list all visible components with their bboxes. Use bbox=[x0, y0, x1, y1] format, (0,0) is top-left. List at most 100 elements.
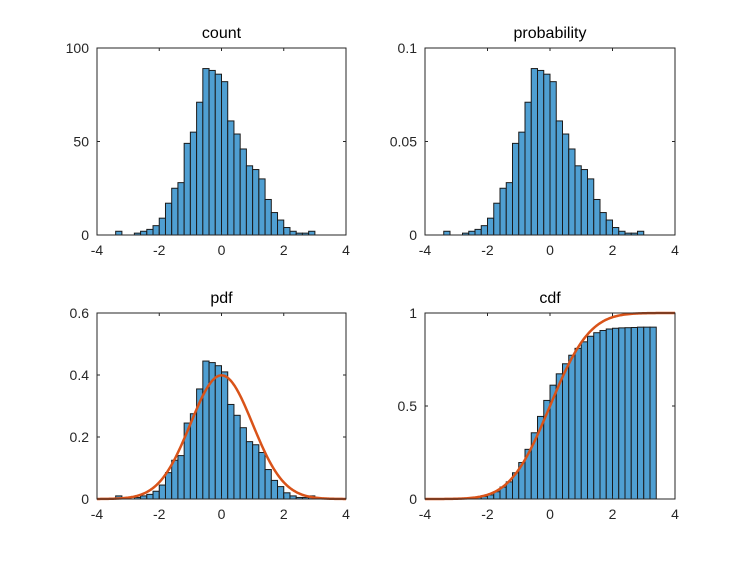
histogram-bar bbox=[159, 485, 165, 499]
y-tick-label: 0.1 bbox=[398, 40, 418, 56]
x-tick-label: 4 bbox=[671, 242, 679, 258]
histogram-bar bbox=[475, 229, 481, 235]
histogram-bar bbox=[638, 327, 644, 499]
histogram-bar bbox=[644, 327, 650, 499]
histogram-bar bbox=[203, 361, 209, 499]
histogram-bar bbox=[600, 330, 606, 499]
histogram-bar bbox=[153, 491, 159, 499]
histogram-bar bbox=[594, 199, 600, 235]
y-tick-label: 0.05 bbox=[390, 134, 417, 150]
histogram-bar bbox=[625, 328, 631, 499]
histogram-bar bbox=[519, 132, 525, 235]
histogram-bar bbox=[569, 149, 575, 235]
x-tick-label: 0 bbox=[546, 242, 554, 258]
histogram-bar bbox=[613, 328, 619, 499]
histogram-bar bbox=[172, 188, 178, 235]
histogram-bar bbox=[215, 74, 221, 235]
x-tick-label: -4 bbox=[419, 242, 432, 258]
histogram-bar bbox=[209, 70, 215, 235]
histogram-bar bbox=[240, 149, 246, 235]
histogram-bar bbox=[619, 231, 625, 235]
histogram-bar bbox=[444, 231, 450, 235]
histogram-bar bbox=[309, 231, 315, 235]
histogram-bar bbox=[234, 134, 240, 235]
histogram-bar bbox=[556, 121, 562, 235]
histogram-bar bbox=[563, 134, 569, 235]
histogram-bar bbox=[619, 328, 625, 499]
x-tick-label: -4 bbox=[91, 506, 104, 522]
histogram-bar bbox=[147, 229, 153, 235]
chart-title: cdf bbox=[539, 290, 561, 307]
histogram-bar bbox=[253, 445, 259, 499]
x-tick-label: 4 bbox=[342, 242, 350, 258]
histogram-bar bbox=[563, 364, 569, 499]
histogram-bar bbox=[165, 203, 171, 235]
y-tick-label: 50 bbox=[73, 134, 89, 150]
subplot-probability: -4 -2 0 2 4 0 0.05 0.1 probability bbox=[390, 25, 679, 258]
histogram-bar bbox=[240, 428, 246, 499]
histogram-bar bbox=[600, 213, 606, 235]
histogram-bar bbox=[215, 366, 221, 499]
histogram-bar bbox=[184, 143, 190, 235]
histogram-bar bbox=[606, 220, 612, 235]
histogram-bar bbox=[488, 218, 494, 235]
histogram-bar bbox=[575, 348, 581, 499]
histogram-bar bbox=[141, 231, 147, 235]
histogram-bar bbox=[613, 228, 619, 235]
histogram-bar bbox=[259, 453, 265, 500]
histogram-bar bbox=[556, 374, 562, 499]
chart-title: pdf bbox=[210, 290, 233, 307]
x-tick-label: -2 bbox=[481, 242, 494, 258]
histogram-bar bbox=[246, 166, 252, 235]
x-tick-label: 0 bbox=[218, 506, 226, 522]
x-tick-label: 4 bbox=[671, 506, 679, 522]
histogram-bar bbox=[234, 415, 240, 499]
histogram-bar bbox=[631, 328, 637, 499]
y-tick-label: 1 bbox=[409, 305, 417, 321]
histogram-bar bbox=[197, 102, 203, 235]
x-tick-label: 4 bbox=[342, 506, 350, 522]
histogram-bar bbox=[178, 183, 184, 235]
histogram-bar bbox=[481, 226, 487, 235]
x-tick-label: -2 bbox=[153, 242, 166, 258]
y-tick-label: 0 bbox=[409, 227, 417, 243]
x-tick-label: 2 bbox=[609, 506, 617, 522]
histogram-bar bbox=[116, 231, 122, 235]
histogram-bar bbox=[550, 82, 556, 235]
histogram-bar bbox=[246, 442, 252, 499]
histogram-bar bbox=[259, 179, 265, 235]
histogram-bar bbox=[203, 69, 209, 235]
histogram-bar bbox=[506, 183, 512, 235]
histogram-bar bbox=[581, 342, 587, 499]
histogram-bar bbox=[228, 121, 234, 235]
histogram-bar bbox=[271, 480, 277, 499]
x-tick-label: 0 bbox=[218, 242, 226, 258]
histogram-bar bbox=[290, 231, 296, 235]
histogram-bar bbox=[172, 460, 178, 499]
histogram-bar bbox=[265, 470, 271, 499]
histogram-bar bbox=[588, 336, 594, 499]
histogram-bar bbox=[278, 220, 284, 235]
histogram-bar bbox=[228, 404, 234, 499]
histogram-bar bbox=[222, 372, 228, 499]
y-tick-label: 0.6 bbox=[70, 305, 90, 321]
y-tick-label: 0.2 bbox=[70, 429, 90, 445]
histogram-bar bbox=[581, 170, 587, 235]
y-tick-label: 0 bbox=[81, 227, 89, 243]
histogram-bar bbox=[190, 414, 196, 499]
chart-title: count bbox=[202, 25, 242, 42]
x-tick-label: 2 bbox=[280, 506, 288, 522]
histogram-bar bbox=[588, 179, 594, 235]
histogram-bar bbox=[271, 213, 277, 235]
x-tick-label: 2 bbox=[609, 242, 617, 258]
histogram-bar bbox=[265, 199, 271, 235]
histogram-bar bbox=[638, 231, 644, 235]
y-tick-label: 0 bbox=[81, 491, 89, 507]
chart-title: probability bbox=[514, 25, 587, 42]
histogram-bar bbox=[500, 188, 506, 235]
